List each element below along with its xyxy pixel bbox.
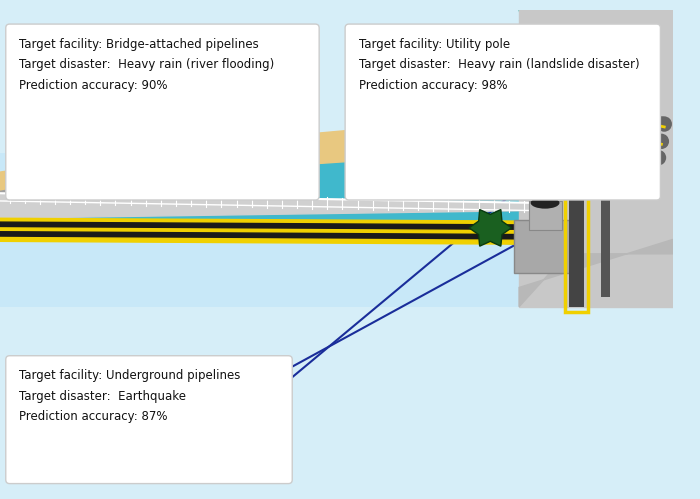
Polygon shape [532, 127, 660, 164]
Polygon shape [0, 238, 533, 244]
FancyBboxPatch shape [6, 356, 292, 484]
Text: Target facility: Underground pipelines
Target disaster:  Earthquake
Prediction a: Target facility: Underground pipelines T… [19, 369, 241, 423]
Polygon shape [0, 228, 533, 235]
Polygon shape [0, 232, 533, 241]
Ellipse shape [657, 116, 672, 132]
Ellipse shape [651, 150, 666, 165]
Bar [528, 201, 562, 230]
Polygon shape [538, 90, 666, 131]
Polygon shape [0, 158, 519, 244]
Bar [565, 81, 588, 311]
Ellipse shape [569, 82, 584, 89]
Bar [0, 153, 673, 307]
Polygon shape [0, 218, 533, 225]
Polygon shape [469, 210, 512, 246]
Bar [514, 220, 582, 273]
Bar [569, 86, 584, 307]
FancyBboxPatch shape [6, 24, 319, 200]
Polygon shape [0, 222, 533, 231]
Ellipse shape [654, 134, 669, 149]
Polygon shape [0, 193, 533, 218]
Polygon shape [519, 9, 673, 268]
Polygon shape [535, 108, 663, 148]
Polygon shape [0, 129, 519, 191]
Polygon shape [519, 240, 673, 307]
Text: Target facility: Utility pole
Target disaster:  Heavy rain (landslide disaster)
: Target facility: Utility pole Target dis… [358, 37, 639, 91]
FancyBboxPatch shape [345, 24, 660, 200]
Bar [601, 119, 610, 297]
Polygon shape [365, 114, 596, 191]
Ellipse shape [531, 197, 559, 209]
Text: Target facility: Bridge-attached pipelines
Target disaster:  Heavy rain (river f: Target facility: Bridge-attached pipelin… [19, 37, 274, 91]
Polygon shape [519, 9, 673, 307]
Polygon shape [0, 182, 116, 230]
